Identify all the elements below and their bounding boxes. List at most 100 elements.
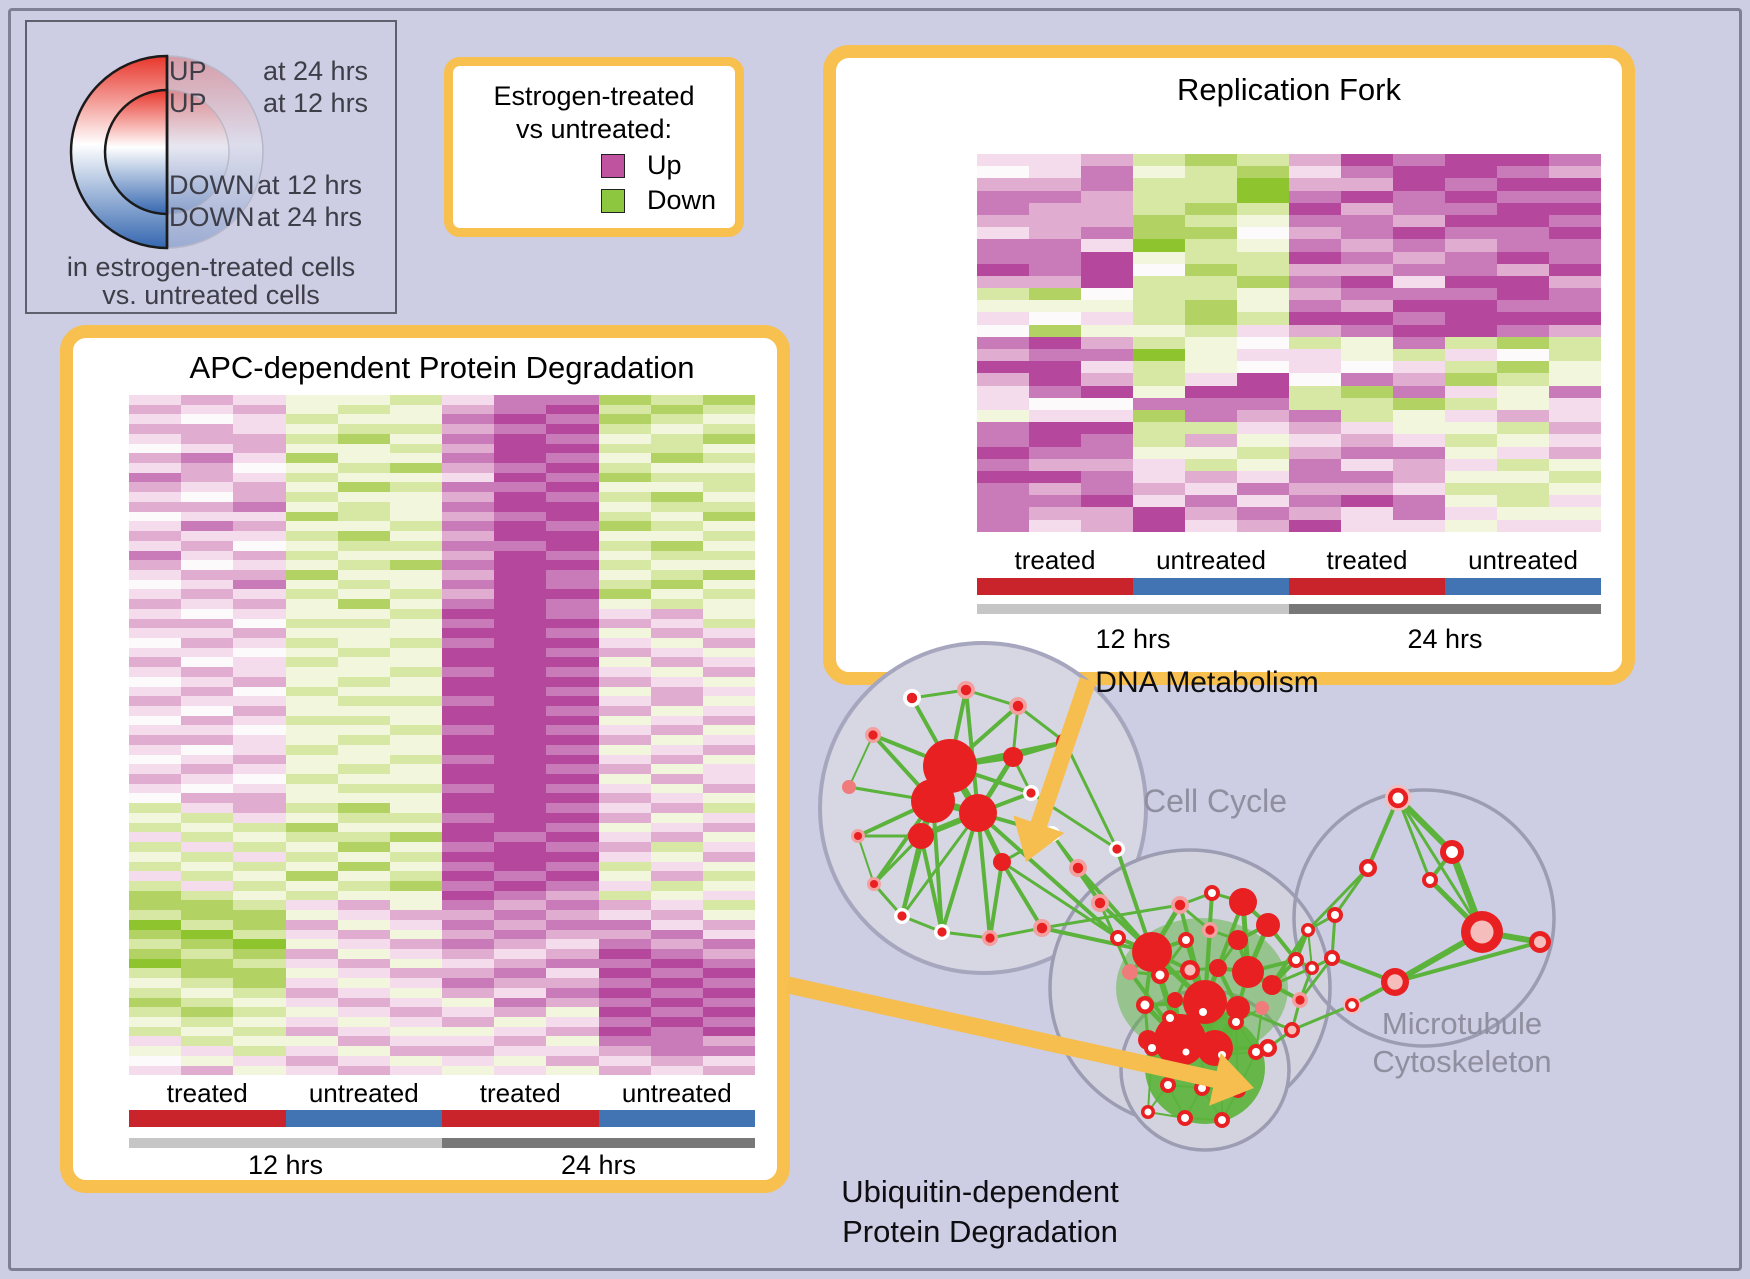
heatmap-row bbox=[129, 958, 756, 969]
network-node-core bbox=[1363, 863, 1373, 873]
apc-degradation-title: APC-dependent Protein Degradation bbox=[189, 350, 695, 385]
up-color-swatch bbox=[601, 153, 625, 178]
color-legend-title-line1: Estrogen-treated bbox=[493, 81, 695, 111]
network-node bbox=[959, 794, 997, 832]
heatmap-row bbox=[129, 1017, 756, 1027]
network-edge bbox=[1063, 741, 1119, 850]
apc-24hrs-label: 24 hrs bbox=[560, 1150, 637, 1180]
network-node bbox=[1229, 888, 1257, 916]
rf-time-bars bbox=[977, 604, 1601, 614]
network-edge bbox=[976, 811, 1120, 940]
heatmap-row bbox=[129, 715, 756, 726]
heatmap-row bbox=[129, 880, 756, 891]
heatmap-row bbox=[129, 764, 756, 775]
network-node-core bbox=[897, 911, 907, 921]
ring-down-12-label: DOWN bbox=[169, 170, 255, 200]
ring-at-24-label: at 24 hrs bbox=[263, 56, 369, 86]
heatmap-row bbox=[977, 324, 1601, 337]
network-node bbox=[1226, 996, 1250, 1020]
rf-12hrs-label: 12 hrs bbox=[1095, 624, 1171, 654]
heatmap-row bbox=[977, 409, 1601, 423]
apc-degradation-panel: APC-dependent Protein Degradation treate… bbox=[60, 325, 790, 1193]
ring-up-24-label: UP bbox=[169, 56, 207, 86]
network-node bbox=[1122, 964, 1138, 980]
heatmap-row bbox=[129, 579, 756, 590]
network-edge bbox=[941, 930, 991, 940]
heatmap-row bbox=[977, 434, 1601, 447]
network-node-core bbox=[1470, 920, 1494, 944]
network-edge bbox=[911, 688, 967, 700]
network-node-core bbox=[1140, 1000, 1150, 1010]
network-edge bbox=[900, 835, 923, 917]
heatmap-row bbox=[129, 978, 756, 988]
apc-treated-24-bar bbox=[442, 1110, 599, 1127]
network-node-core bbox=[1036, 922, 1048, 934]
network-node-core bbox=[1232, 1018, 1240, 1026]
heatmap-row bbox=[129, 433, 756, 444]
network-edge bbox=[1291, 1003, 1353, 1032]
heatmap-row bbox=[977, 275, 1601, 289]
ubiquitin-label-line1: Ubiquitin-dependent bbox=[841, 1174, 1119, 1209]
network-edge bbox=[1017, 704, 1066, 744]
heatmap-row bbox=[977, 312, 1601, 325]
heatmap-row bbox=[129, 706, 756, 716]
network-node-core bbox=[1295, 995, 1305, 1005]
network-node-core bbox=[1182, 1048, 1190, 1056]
heatmap-row bbox=[129, 599, 756, 609]
heatmap-row bbox=[977, 227, 1601, 240]
network-node-core bbox=[1181, 1114, 1189, 1122]
heatmap-row bbox=[129, 900, 756, 911]
network-node-core bbox=[1292, 956, 1300, 964]
network-node-core bbox=[1012, 700, 1024, 712]
heatmap-row bbox=[129, 1065, 756, 1076]
annotation-arrow-shaft bbox=[786, 976, 1227, 1090]
heatmap-row bbox=[129, 414, 756, 425]
apc-time-bars bbox=[129, 1138, 755, 1148]
network-node-core bbox=[1308, 964, 1316, 972]
heatmap-row bbox=[129, 531, 756, 541]
network-node-core bbox=[1287, 1025, 1297, 1035]
network-edge bbox=[988, 861, 1004, 939]
heatmap-row bbox=[129, 735, 756, 745]
heatmap-row bbox=[977, 446, 1601, 459]
apc-24hrs-bar bbox=[442, 1138, 755, 1148]
network-edge bbox=[919, 835, 944, 933]
apc-untreated-24-bar bbox=[598, 1110, 755, 1127]
heatmap-row bbox=[129, 968, 756, 979]
ring-note-line1: in estrogen-treated cells bbox=[66, 252, 356, 282]
rf-24hrs-bar bbox=[1289, 604, 1601, 614]
network-edge bbox=[1396, 797, 1484, 933]
ubiquitin-label-line2: Protein Degradation bbox=[842, 1214, 1118, 1249]
ring-legend-box: UP at 24 hrs UP at 12 hrs DOWN at 12 hrs… bbox=[25, 20, 397, 314]
cell-cycle-label: Cell Cycle bbox=[1143, 783, 1287, 819]
heatmap-row bbox=[129, 744, 756, 755]
heatmap-row bbox=[977, 214, 1601, 228]
apc-treated-12-bar bbox=[129, 1110, 286, 1127]
legend-row-up: Up bbox=[601, 150, 735, 181]
color-legend-box: Estrogen-treated vs untreated: Up Down bbox=[444, 57, 744, 237]
heatmap-row bbox=[977, 507, 1601, 520]
down-label: Down bbox=[647, 185, 717, 215]
heatmap-row bbox=[129, 725, 756, 736]
network-edge bbox=[1394, 940, 1541, 984]
microtubule-label-line2: Cytoskeleton bbox=[1372, 1044, 1551, 1079]
rf-hour-labels: 12 hrs 24 hrs bbox=[977, 624, 1601, 655]
rf-treated-12-bar bbox=[977, 578, 1133, 595]
heatmap-row bbox=[129, 919, 756, 930]
heatmap-row bbox=[977, 422, 1601, 435]
heatmap-row bbox=[129, 851, 756, 862]
rf-untreated-24-label: untreated bbox=[1468, 545, 1578, 575]
heatmap-row bbox=[129, 987, 756, 998]
down-color-swatch bbox=[601, 188, 625, 213]
heatmap-row bbox=[129, 1007, 756, 1017]
heatmap-row bbox=[129, 443, 756, 454]
color-legend-title-line2: vs untreated: bbox=[515, 114, 673, 144]
heatmap-row bbox=[977, 483, 1601, 496]
network-node-core bbox=[1182, 936, 1190, 944]
network-edge bbox=[1298, 957, 1334, 1001]
network-node-core bbox=[1112, 844, 1122, 854]
ring-note-line2: vs. untreated cells bbox=[102, 280, 320, 310]
heatmap-row bbox=[129, 395, 756, 405]
network-edge bbox=[857, 835, 875, 885]
apc-untreated-24-label: untreated bbox=[621, 1078, 732, 1108]
